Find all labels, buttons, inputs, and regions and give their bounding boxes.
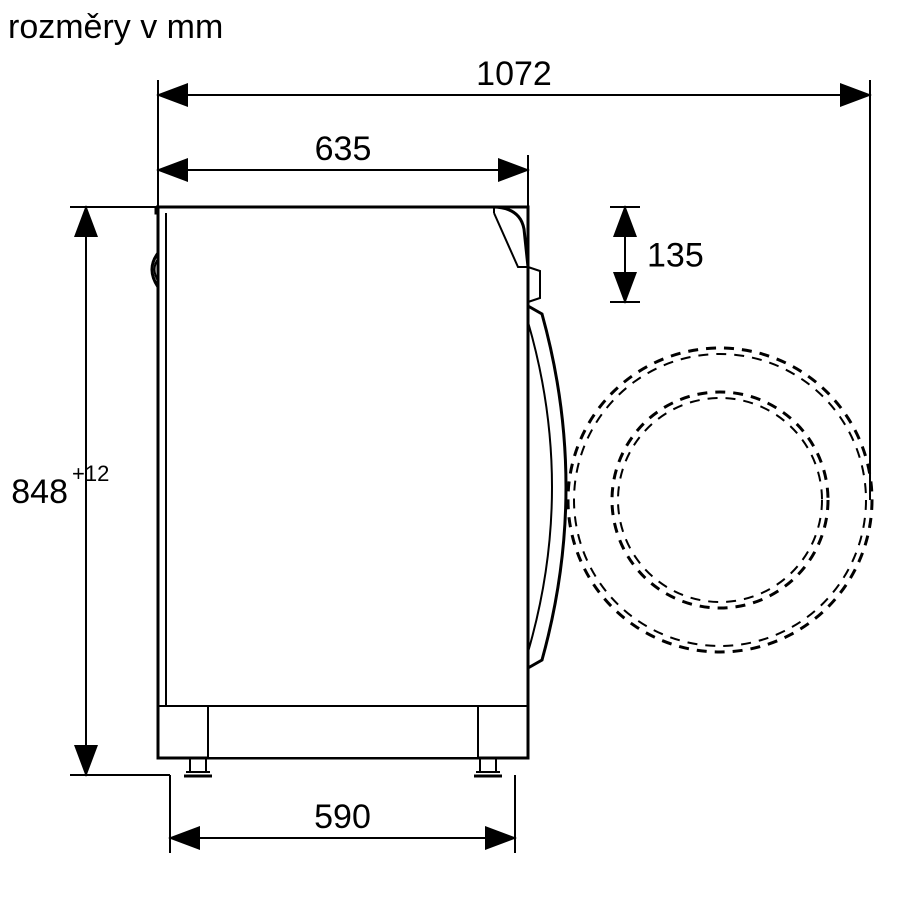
dim-635: 635	[315, 130, 372, 168]
drawing-svg: rozměry v mm 1072 635 135 590 848 +12	[0, 0, 900, 898]
dim-848-tol: +12	[72, 461, 109, 486]
dim-848: 848	[11, 473, 68, 511]
appliance-body	[152, 207, 566, 776]
dim-1072: 1072	[476, 55, 552, 93]
dim-135: 135	[647, 237, 704, 275]
dim-590: 590	[314, 798, 371, 836]
technical-drawing: rozměry v mm 1072 635 135 590 848 +12	[0, 0, 900, 898]
title-text: rozměry v mm	[8, 8, 223, 46]
